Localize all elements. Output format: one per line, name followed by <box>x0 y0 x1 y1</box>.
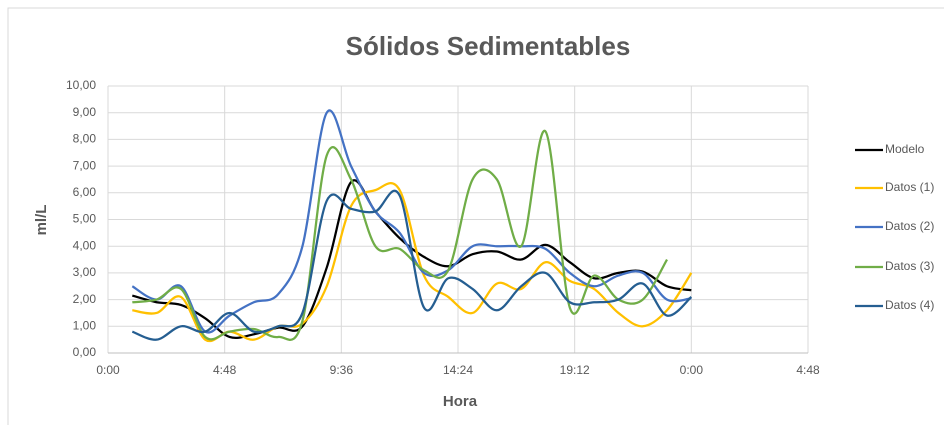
legend-label: Datos (2) <box>885 219 934 233</box>
x-tick-label: 14:24 <box>443 363 473 377</box>
x-tick-label: 4:48 <box>213 363 237 377</box>
y-tick-label: 0,00 <box>73 345 97 359</box>
y-tick-label: 4,00 <box>73 238 97 252</box>
y-tick-label: 8,00 <box>73 132 97 146</box>
y-tick-label: 3,00 <box>73 265 97 279</box>
y-tick-label: 7,00 <box>73 158 97 172</box>
series-line <box>131 189 693 341</box>
y-tick-label: 2,00 <box>73 292 97 306</box>
x-tick-label: 4:48 <box>796 363 820 377</box>
y-tick-label: 1,00 <box>73 318 97 332</box>
chart-border <box>7 7 944 425</box>
y-tick-label: 5,00 <box>73 212 97 226</box>
series-line <box>132 130 668 341</box>
x-tick-label: 19:12 <box>560 363 590 377</box>
legend-label: Datos (3) <box>885 259 934 273</box>
y-tick-label: 6,00 <box>73 185 97 199</box>
x-axis-title: Hora <box>443 393 478 410</box>
legend-label: Modelo <box>885 142 925 156</box>
series-line <box>131 109 692 334</box>
y-axis-title: ml/L <box>33 205 50 236</box>
y-tick-label: 10,00 <box>66 78 96 92</box>
chart-title: Sólidos Sedimentables <box>346 31 631 61</box>
y-tick-label: 9,00 <box>73 105 97 119</box>
x-tick-label: 0:00 <box>96 363 120 377</box>
legend-label: Datos (4) <box>885 298 934 312</box>
x-tick-label: 0:00 <box>680 363 704 377</box>
legend-label: Datos (1) <box>885 180 934 194</box>
x-tick-label: 9:36 <box>330 363 354 377</box>
